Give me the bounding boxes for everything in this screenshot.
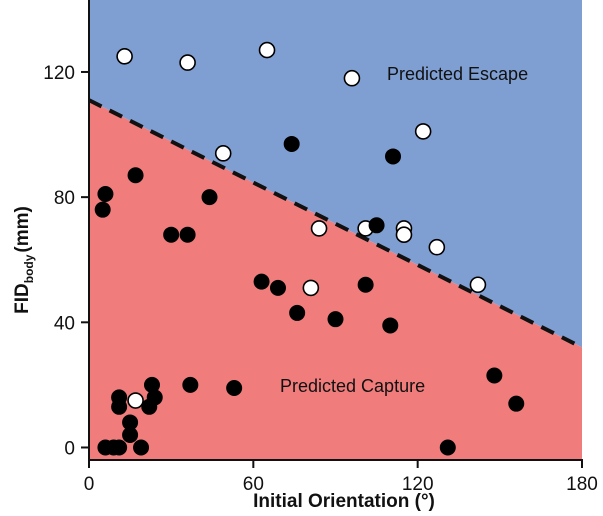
open-data-point [260,43,275,58]
filled-data-point [290,305,305,320]
y-tick-label: 40 [54,313,75,334]
capture-region-label: Predicted Capture [280,376,425,396]
filled-data-point [369,218,384,233]
open-data-point [180,55,195,70]
filled-data-point [487,368,502,383]
x-tick-label: 0 [84,474,95,495]
y-tick-label: 120 [43,63,75,84]
filled-data-point [284,136,299,151]
filled-data-point [183,377,198,392]
y-tick-label: 80 [54,188,75,209]
filled-data-point [440,440,455,455]
y-axis-title: FIDbody (mm) [12,206,36,314]
filled-data-point [227,381,242,396]
open-data-point [117,49,132,64]
filled-data-point [98,187,113,202]
svg-text:FIDbody(mm): FIDbody (mm) [12,206,36,314]
x-axis-title: Initial Orientation (°) [253,491,435,512]
filled-data-point [128,168,143,183]
filled-data-point [134,440,149,455]
x-tick-label: 180 [566,474,598,495]
open-data-point [128,393,143,408]
filled-data-point [202,190,217,205]
filled-data-point [270,280,285,295]
open-data-point [429,240,444,255]
open-data-point [344,71,359,86]
open-data-point [416,124,431,139]
open-data-point [470,277,485,292]
y-axis-title-sub: body [22,254,36,283]
filled-data-point [509,396,524,411]
filled-data-point [358,277,373,292]
filled-data-point [123,427,138,442]
escape-region-label: Predicted Escape [387,64,528,84]
filled-data-point [112,440,127,455]
filled-data-point [164,227,179,242]
y-axis-title-main: FID [12,283,33,314]
filled-data-point [254,274,269,289]
filled-data-point [328,312,343,327]
filled-data-point [95,202,110,217]
filled-data-point [383,318,398,333]
filled-data-point [180,227,195,242]
filled-data-point [386,149,401,164]
y-tick-label: 0 [64,438,75,459]
open-data-point [312,221,327,236]
open-data-point [396,227,411,242]
filled-data-point [112,399,127,414]
open-data-point [303,280,318,295]
y-axis-title-unit: (mm) [12,206,33,252]
filled-data-point [142,399,157,414]
open-data-point [216,146,231,161]
